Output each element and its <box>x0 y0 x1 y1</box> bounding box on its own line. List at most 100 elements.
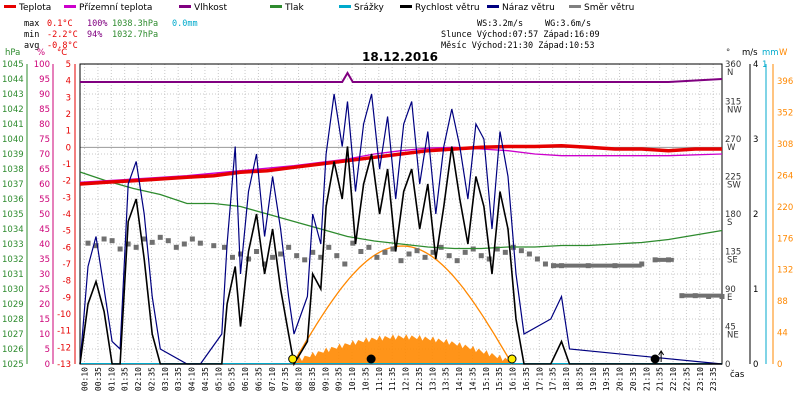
temperature-tick: -9 <box>63 293 71 303</box>
direction-mark <box>221 244 227 250</box>
x-tick: 12:10 <box>402 367 411 391</box>
x-tick: 08:35 <box>308 367 317 391</box>
humidity-tick: 75 <box>39 135 50 145</box>
x-tick: 01:10 <box>107 367 116 391</box>
rain-tick: 1 <box>762 60 767 70</box>
direction-mark <box>454 258 460 264</box>
legend-swatch <box>64 5 76 8</box>
direction-mark <box>422 254 428 260</box>
unit-degc: °C <box>57 48 67 58</box>
direction-mark <box>149 239 155 245</box>
direction-tick: 135 <box>725 248 741 258</box>
temperature-tick: -11 <box>57 327 71 337</box>
humidity-tick: 5 <box>45 345 50 355</box>
solar-tick: 88 <box>777 297 788 307</box>
legend-item-0: Teplota <box>18 3 51 13</box>
x-tick: 18:10 <box>562 367 571 391</box>
stat-avg-temp: -0.8°C <box>47 41 78 51</box>
x-tick: 20:35 <box>629 367 638 391</box>
direction-mark <box>278 251 284 257</box>
x-tick: 05:35 <box>228 367 237 391</box>
moon-marker-moonset <box>366 354 376 364</box>
legend-item-1: Přízemní teplota <box>79 3 152 13</box>
legend-item-3: Tlak <box>284 3 305 13</box>
direction-mark <box>494 246 500 252</box>
x-tick: 03:35 <box>174 367 183 391</box>
direction-tick: 315 <box>725 98 741 108</box>
direction-mark <box>358 249 364 254</box>
stat-min-hum: 94% <box>87 30 102 40</box>
direction-letter: E <box>727 293 732 303</box>
solar-tick: 220 <box>777 203 793 213</box>
direction-mark <box>326 244 332 250</box>
direction-mark <box>342 261 348 267</box>
direction-mark <box>374 254 380 260</box>
x-tick: 07:35 <box>281 367 290 391</box>
x-tick: 23:10 <box>696 367 705 391</box>
direction-tick: 270 <box>725 135 741 145</box>
direction-mark <box>462 249 468 255</box>
unit-wm2: W <box>779 48 788 58</box>
direction-tick: 90 <box>725 285 736 295</box>
humidity-tick: 60 <box>39 180 50 190</box>
humidity-tick: 20 <box>39 300 50 310</box>
direction-mark <box>181 241 187 247</box>
x-tick: 01:35 <box>121 367 130 391</box>
direction-mark <box>430 249 436 255</box>
direction-letter: W <box>727 143 736 153</box>
pressure-tick: 1027 <box>2 330 24 340</box>
solar-tick: 396 <box>777 77 793 87</box>
direction-mark <box>534 256 540 262</box>
direction-letter: NW <box>727 106 742 116</box>
x-tick: 22:35 <box>682 367 691 391</box>
humidity-tick: 30 <box>39 270 50 280</box>
direction-letter: N <box>727 68 733 78</box>
direction-mark <box>318 254 324 260</box>
pressure-tick: 1031 <box>2 270 24 280</box>
stat-moon: Měsíc Východ:21:30 Západ:10:53 <box>441 41 595 51</box>
pressure-tick: 1036 <box>2 195 24 205</box>
humidity-tick: 35 <box>39 255 50 265</box>
direction-letter: SE <box>727 256 738 266</box>
moon-marker-moonrise <box>650 354 660 364</box>
x-tick: 10:35 <box>361 367 370 391</box>
humidity-tick: 80 <box>39 120 50 130</box>
pressure-tick: 1035 <box>2 210 24 220</box>
humidity-tick: 40 <box>39 240 50 250</box>
direction-mark <box>262 261 268 267</box>
pressure-tick: 1026 <box>2 345 24 355</box>
direction-mark <box>157 234 163 240</box>
unit-pct: % <box>37 48 45 58</box>
direction-mark <box>101 236 107 242</box>
stat-min-press: 1032.7hPa <box>112 30 158 40</box>
solar-tick: 308 <box>777 140 793 150</box>
x-tick: 02:35 <box>147 367 156 391</box>
direction-mark <box>165 238 171 244</box>
pressure-tick: 1045 <box>2 60 24 70</box>
direction-mark <box>85 240 91 246</box>
pressure-tick: 1040 <box>2 135 24 145</box>
temperature-tick: -4 <box>63 210 71 220</box>
solar-area <box>294 334 511 364</box>
x-tick: 21:10 <box>642 367 651 391</box>
pressure-tick: 1034 <box>2 225 24 235</box>
solar-tick: 0 <box>777 360 782 370</box>
x-tick: 16:10 <box>509 367 518 391</box>
stats-panel: max 0.1°C 100% 1038.3hPa 0.0mm min -2.2°… <box>24 19 600 51</box>
unit-deg: ° <box>726 48 730 58</box>
direction-mark <box>486 256 492 262</box>
pressure-tick: 1032 <box>2 255 24 265</box>
stat-max-rain: 0.0mm <box>172 19 198 29</box>
humidity-tick: 50 <box>39 210 50 220</box>
x-tick: 18:35 <box>575 367 584 391</box>
unit-ms: m/s <box>742 48 758 58</box>
direction-mark <box>302 257 308 263</box>
direction-mark <box>542 261 548 267</box>
temperature-tick: -6 <box>63 243 71 253</box>
temperature-tick: -10 <box>57 310 71 320</box>
pressure-tick: 1037 <box>2 180 24 190</box>
direction-tick: 0 <box>725 360 730 370</box>
direction-mark <box>117 246 123 252</box>
x-tick: 11:35 <box>388 367 397 391</box>
